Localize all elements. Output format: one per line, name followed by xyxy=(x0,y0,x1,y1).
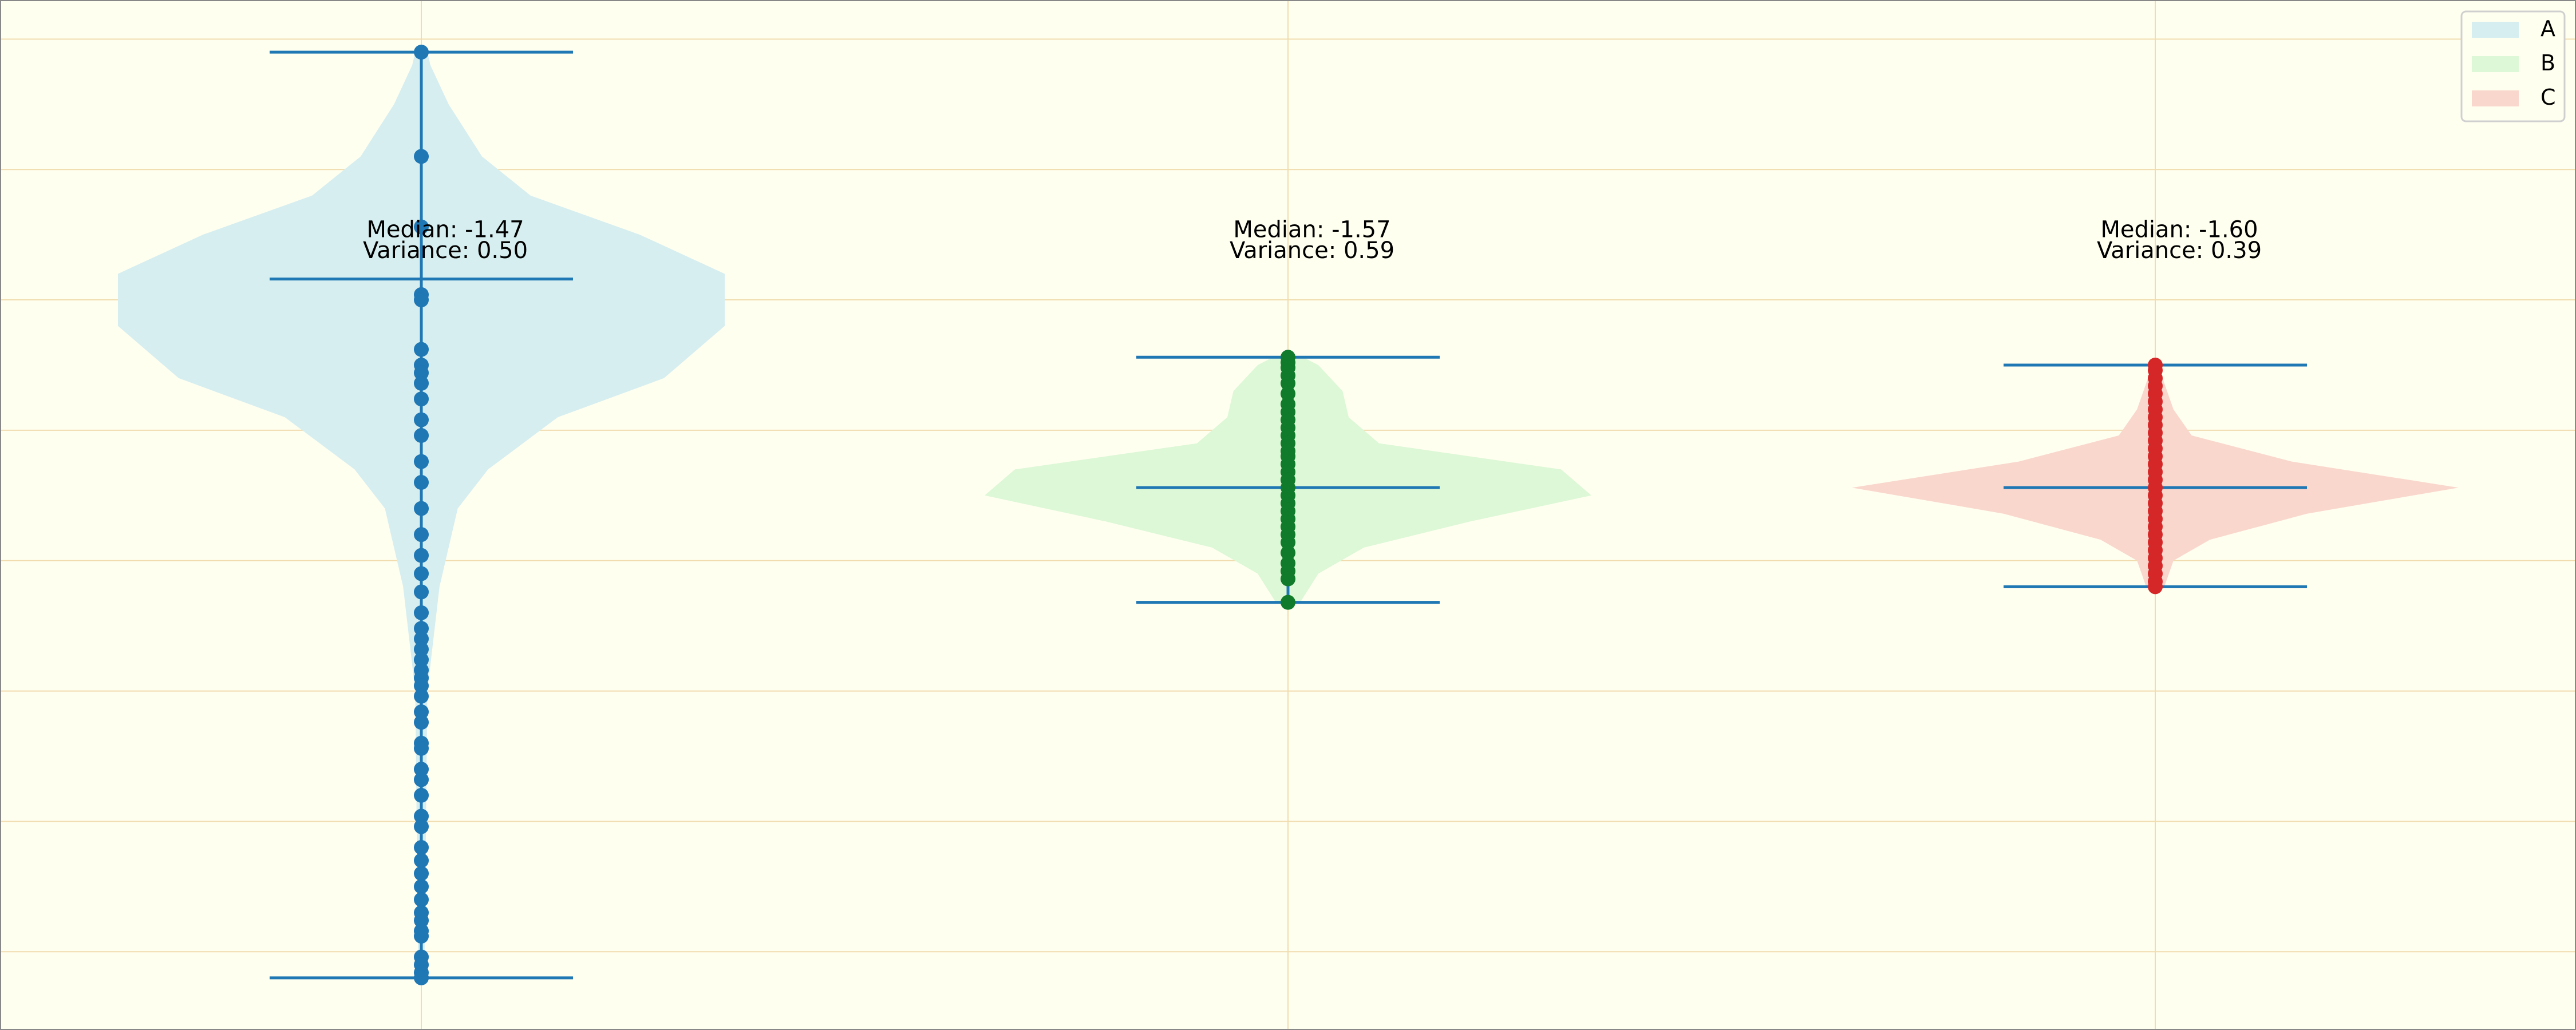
legend-label-a: A xyxy=(2541,16,2555,41)
point-a xyxy=(414,879,429,894)
legend-label-c: C xyxy=(2541,85,2556,110)
legend-swatch-b xyxy=(2472,56,2519,72)
data-points xyxy=(414,45,2163,985)
point-a xyxy=(414,621,429,636)
point-a xyxy=(414,892,429,908)
point-a xyxy=(414,412,429,427)
point-a xyxy=(414,149,429,164)
point-b xyxy=(1281,571,1295,587)
point-a xyxy=(414,913,429,928)
median-label-a: Median: -1.47 xyxy=(366,217,524,243)
point-a xyxy=(414,45,429,60)
point-a xyxy=(414,527,429,542)
point-b xyxy=(1281,595,1295,610)
legend-label-b: B xyxy=(2541,50,2555,76)
point-a xyxy=(414,605,429,620)
point-a xyxy=(414,740,429,756)
variance-label-b: Variance: 0.59 xyxy=(1230,237,1394,264)
point-a xyxy=(414,501,429,516)
point-a xyxy=(414,548,429,563)
point-a xyxy=(414,428,429,443)
point-a xyxy=(414,970,429,985)
point-a xyxy=(414,375,429,391)
variance-label-c: Variance: 0.39 xyxy=(2097,237,2262,264)
point-b xyxy=(1281,545,1295,561)
point-a xyxy=(414,678,429,694)
point-a xyxy=(414,840,429,855)
point-a xyxy=(414,762,429,777)
point-b xyxy=(1281,534,1295,550)
point-a xyxy=(414,853,429,868)
point-a xyxy=(414,704,429,720)
point-a xyxy=(414,219,429,235)
point-a xyxy=(414,631,429,647)
point-a xyxy=(414,819,429,834)
point-a xyxy=(414,688,429,704)
point-a xyxy=(414,809,429,824)
point-a xyxy=(414,584,429,600)
point-a xyxy=(414,292,429,308)
legend-swatch-a xyxy=(2472,22,2519,38)
median-label-b: Median: -1.57 xyxy=(1233,217,1390,243)
point-a xyxy=(414,928,429,944)
point-a xyxy=(414,641,429,657)
point-c xyxy=(2148,579,2163,595)
point-a xyxy=(414,772,429,787)
legend: A B C xyxy=(2460,10,2566,122)
point-a xyxy=(414,342,429,357)
median-label-c: Median: -1.60 xyxy=(2100,217,2258,243)
point-a xyxy=(414,391,429,407)
point-a xyxy=(414,475,429,490)
point-a xyxy=(414,787,429,803)
variance-label-a: Variance: 0.50 xyxy=(363,237,528,264)
point-a xyxy=(414,566,429,581)
legend-swatch-c xyxy=(2472,90,2519,106)
point-a xyxy=(414,365,429,381)
point-a xyxy=(414,652,429,667)
point-a xyxy=(414,454,429,469)
point-a xyxy=(414,715,429,730)
point-b xyxy=(1281,375,1295,391)
point-a xyxy=(414,866,429,881)
point-b xyxy=(1281,386,1295,402)
